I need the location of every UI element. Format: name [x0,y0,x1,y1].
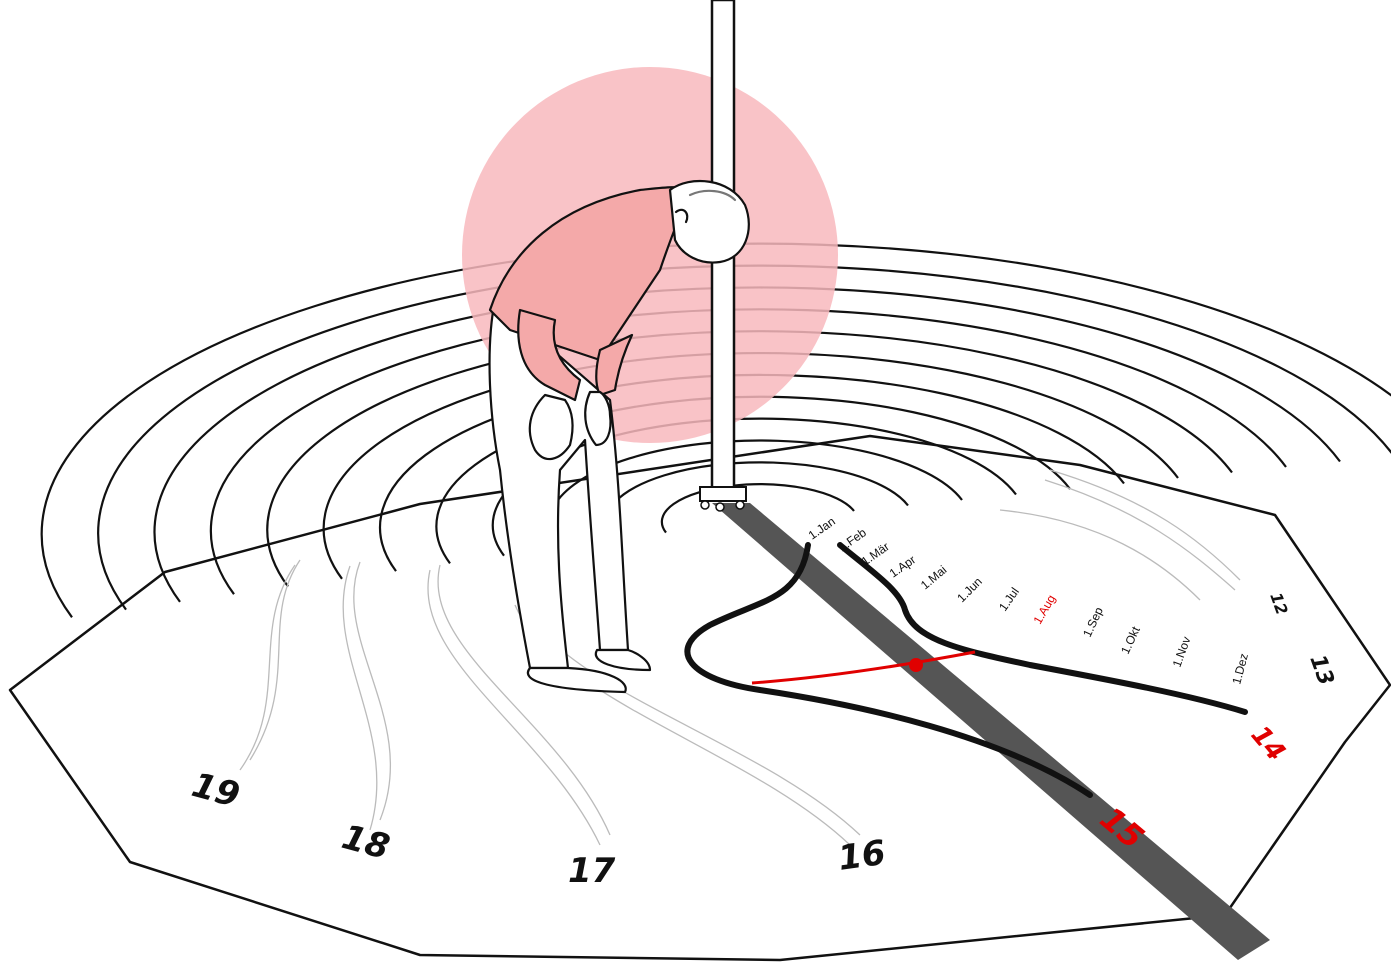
gnomon-shadow [712,503,1270,960]
hour-label: 17 [568,851,616,891]
current-time-marker [909,658,923,672]
hour-label: 16 [836,833,888,879]
analemma-curve-15h [684,542,1093,798]
person-bending-over-icon [488,179,750,694]
august-date-arc [751,650,976,685]
sundial-platform [8,434,1391,962]
